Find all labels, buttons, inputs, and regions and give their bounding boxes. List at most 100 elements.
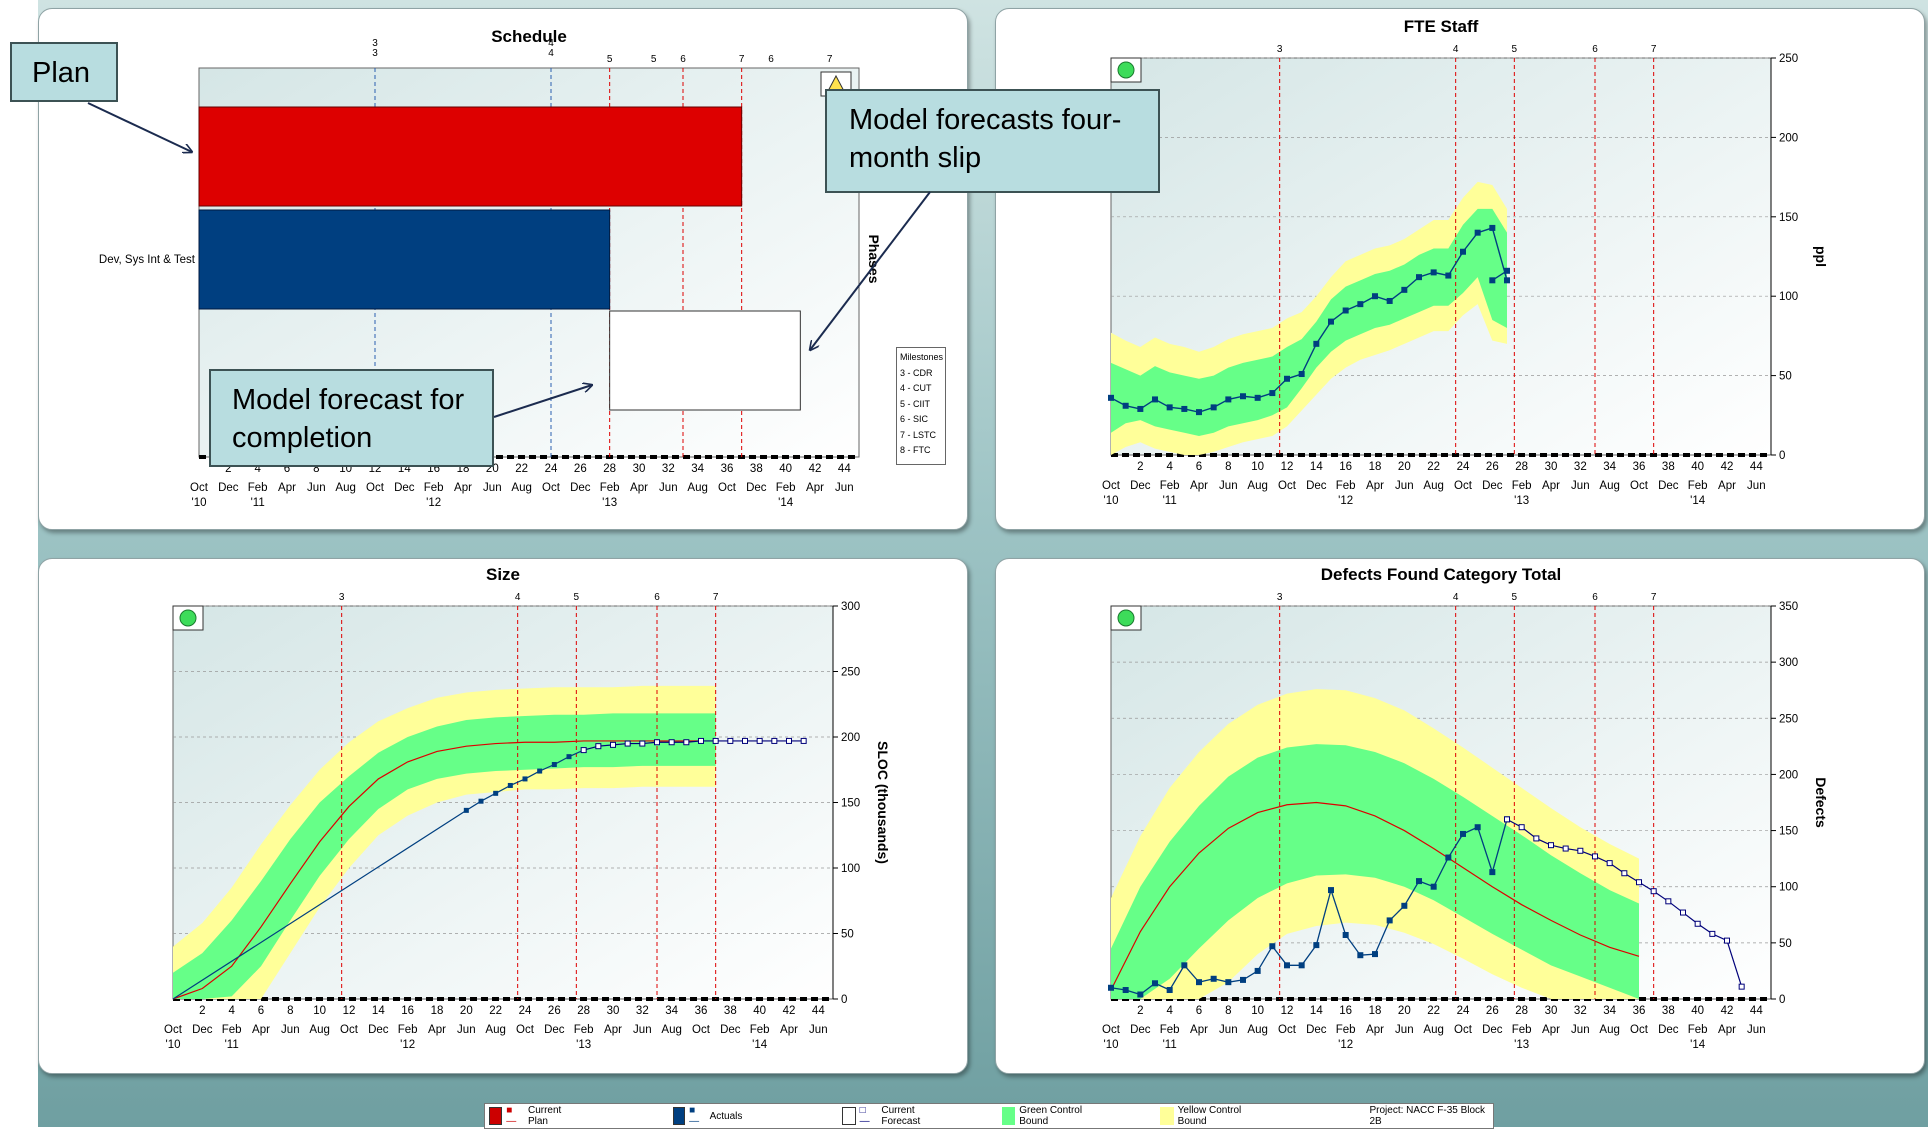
actuals-point bbox=[522, 776, 528, 782]
legend-current-forecast: □ — Current Forecast bbox=[842, 1105, 952, 1127]
x-tick-month: Dec bbox=[1306, 480, 1327, 492]
forecast-point bbox=[595, 743, 602, 750]
x-tick-number: 26 bbox=[1486, 1005, 1499, 1017]
actuals-point bbox=[1445, 854, 1452, 861]
y-tick-label: 250 bbox=[841, 667, 860, 679]
x-tick-number: 30 bbox=[1545, 461, 1558, 473]
legend-project: Project: NACC F-35 Block 2B bbox=[1369, 1105, 1493, 1127]
x-tick-number: 22 bbox=[515, 463, 528, 475]
actuals-point bbox=[1386, 297, 1393, 304]
x-tick-number: 40 bbox=[779, 463, 792, 475]
forecast-point bbox=[712, 737, 719, 744]
completion-callout-text: Model forecast for completion bbox=[232, 384, 465, 454]
actuals-point bbox=[1196, 409, 1202, 416]
x-tick-month: Feb bbox=[398, 1024, 418, 1036]
milestone-label: 6 bbox=[654, 592, 660, 603]
forecast-point bbox=[1562, 845, 1569, 852]
x-tick-month: Apr bbox=[428, 1024, 446, 1036]
x-tick-number: 34 bbox=[1603, 1005, 1616, 1017]
x-tick-number: 22 bbox=[489, 1005, 502, 1017]
x-tick-month: Oct bbox=[1278, 1024, 1297, 1036]
green-control-bound bbox=[1111, 208, 1507, 436]
x-tick-month: Apr bbox=[1542, 480, 1560, 492]
actuals-point bbox=[1298, 371, 1305, 378]
x-tick-month: Aug bbox=[1247, 480, 1267, 492]
x-tick-number: 40 bbox=[1691, 461, 1704, 473]
x-tick-month: Oct bbox=[366, 482, 385, 494]
x-tick-number: 40 bbox=[753, 1005, 766, 1017]
schedule-panel: 2 4 6 8 10 12 14 16 18 20 22 24 26 28 30 32 34 36 38 40 42 44… bbox=[38, 8, 968, 530]
x-tick-month: Oct bbox=[1454, 1024, 1473, 1036]
legend-yellow-bound: Yellow Control Bound bbox=[1160, 1105, 1267, 1127]
actuals-point bbox=[1416, 274, 1422, 281]
fte-staff-panel: 2 4 6 8 10 12 14 16 18 20 22 24 26 28 30 32 34 36 38 40 42 44… bbox=[995, 8, 1925, 530]
milestone-label: 4 bbox=[1453, 44, 1459, 55]
actuals-point bbox=[1430, 269, 1437, 276]
size-chart: 2 4 6 8 10 12 14 16 18 20 22 24 26 28 30 32 34 36 38 40 42 44… bbox=[164, 565, 891, 1051]
y-axis-label: ppl bbox=[1813, 246, 1829, 267]
x-tick-month: Dec bbox=[394, 482, 415, 494]
x-tick-month: Aug bbox=[309, 1024, 329, 1036]
x-tick-number: 44 bbox=[812, 1005, 825, 1017]
x-tick-month: Jun bbox=[1219, 1024, 1238, 1036]
slip-callout-text: Model forecasts four-month slip bbox=[849, 104, 1122, 174]
x-tick-number: 16 bbox=[1339, 1005, 1352, 1017]
legend-green-bound: Green Control Bound bbox=[1001, 1105, 1108, 1127]
x-tick-number: 22 bbox=[1427, 461, 1440, 473]
status-light bbox=[1117, 61, 1135, 79]
x-tick-number: 34 bbox=[1603, 461, 1616, 473]
milestone-label: 3 bbox=[339, 592, 345, 603]
x-tick-number: 6 bbox=[1196, 461, 1202, 473]
milestone-label: 7 bbox=[1651, 592, 1657, 603]
y-tick-label: 100 bbox=[1779, 291, 1798, 303]
x-tick-year: '14 bbox=[778, 497, 794, 509]
size-panel: 2 4 6 8 10 12 14 16 18 20 22 24 26 28 30 32 34 36 38 40 42 44… bbox=[38, 558, 968, 1074]
x-tick-number: 32 bbox=[1574, 1005, 1587, 1017]
x-tick-year: '11 bbox=[1163, 495, 1177, 507]
chart-title: FTE Staff bbox=[1404, 17, 1479, 36]
x-tick-number: 28 bbox=[577, 1005, 590, 1017]
actuals-point bbox=[1240, 976, 1246, 983]
chart-title: Schedule bbox=[491, 27, 567, 46]
y-tick-label: 200 bbox=[1779, 769, 1798, 781]
actuals-point bbox=[1181, 405, 1188, 412]
green-bound-swatch bbox=[1001, 1107, 1016, 1125]
forecast-point bbox=[771, 737, 778, 744]
actuals-point bbox=[1137, 405, 1144, 412]
plan-callout-text: Plan bbox=[32, 57, 91, 89]
x-tick-number: 30 bbox=[607, 1005, 620, 1017]
x-tick-number: 28 bbox=[1515, 1005, 1528, 1017]
x-tick-month: Dec bbox=[1306, 1024, 1327, 1036]
legend-current-plan: ■ — Current Plan bbox=[489, 1105, 581, 1127]
x-tick-month: Feb bbox=[424, 482, 444, 494]
forecast-point bbox=[624, 740, 631, 747]
actuals-point bbox=[1298, 962, 1305, 969]
milestone-label: 7 bbox=[1651, 44, 1657, 55]
schedule-chart: 2 4 6 8 10 12 14 16 18 20 22 24 26 28 30 32 34 36 38 40 42 44… bbox=[99, 27, 882, 509]
x-tick-month: Feb bbox=[1336, 1024, 1356, 1036]
x-tick-month: Feb bbox=[600, 482, 620, 494]
phases-label: Phases bbox=[866, 234, 882, 283]
forecast-point bbox=[580, 747, 587, 754]
y-tick-label: 50 bbox=[1779, 938, 1792, 950]
x-tick-year: '13 bbox=[602, 497, 617, 509]
x-tick-year: '14 bbox=[1690, 1039, 1706, 1051]
x-tick-year: '12 bbox=[400, 1039, 415, 1051]
x-tick-number: 6 bbox=[284, 463, 290, 475]
milestone-label: 7 bbox=[827, 54, 833, 65]
actuals-point bbox=[1416, 878, 1422, 885]
actuals-point bbox=[1504, 267, 1510, 274]
y-tick-label: 300 bbox=[1779, 657, 1798, 669]
x-tick-month: Dec bbox=[1658, 480, 1679, 492]
x-tick-number: 4 bbox=[228, 1005, 235, 1017]
x-tick-number: 2 bbox=[199, 1005, 205, 1017]
x-tick-number: 20 bbox=[1398, 461, 1411, 473]
x-tick-month: Dec bbox=[1482, 480, 1503, 492]
x-tick-month: Apr bbox=[1366, 1024, 1384, 1036]
forecast-point bbox=[756, 737, 763, 744]
actuals-point bbox=[1372, 293, 1378, 300]
y-tick-label: 200 bbox=[1779, 132, 1798, 144]
completion-callout: Model forecast for completion bbox=[209, 369, 494, 467]
x-tick-month: Dec bbox=[192, 1024, 213, 1036]
x-tick-month: Feb bbox=[1688, 1024, 1708, 1036]
